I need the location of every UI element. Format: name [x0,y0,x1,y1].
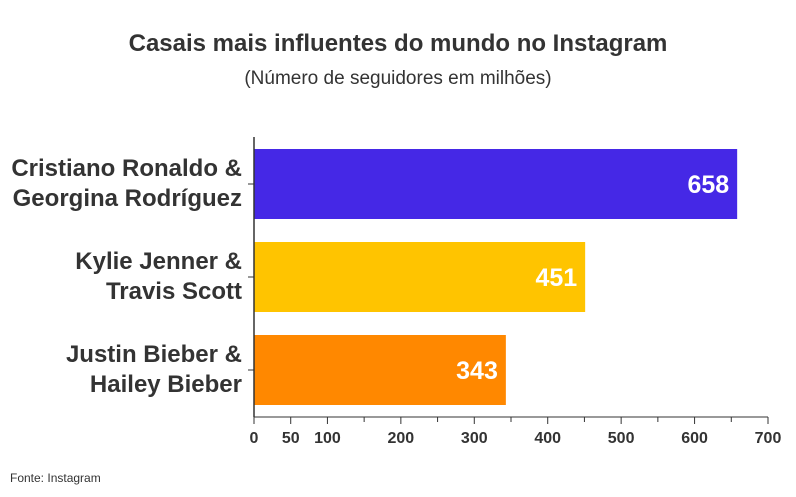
x-tick-label-0: 0 [250,430,259,447]
category-label-0-line-0: Cristiano Ronaldo & [11,155,242,182]
source-note: Fonte: Instagram [10,471,101,485]
x-tick-label-500: 500 [608,430,635,447]
category-label-0-line-1: Georgina Rodríguez [13,185,242,212]
bar-2 [254,335,506,405]
x-tick-label-700: 700 [755,430,782,447]
category-label-2-line-1: Hailey Bieber [90,371,242,398]
x-tick-label-200: 200 [388,430,415,447]
chart-title: Casais mais influentes do mundo no Insta… [128,30,668,57]
category-label-1-line-1: Travis Scott [106,278,242,305]
category-label-2-line-0: Justin Bieber & [66,341,242,368]
x-tick-label-50: 50 [282,430,300,447]
chart-subtitle: (Número de seguidores em milhões) [244,68,552,89]
x-tick-label-300: 300 [461,430,488,447]
bar-value-label-0: 658 [687,171,729,199]
bar-value-label-2: 343 [456,357,498,385]
bar-1 [254,242,586,312]
x-tick-label-400: 400 [534,430,561,447]
category-label-1-line-0: Kylie Jenner & [75,248,242,275]
bar-0 [254,149,738,219]
x-tick-label-100: 100 [314,430,341,447]
x-tick-label-600: 600 [681,430,708,447]
bar-value-label-1: 451 [535,264,577,292]
